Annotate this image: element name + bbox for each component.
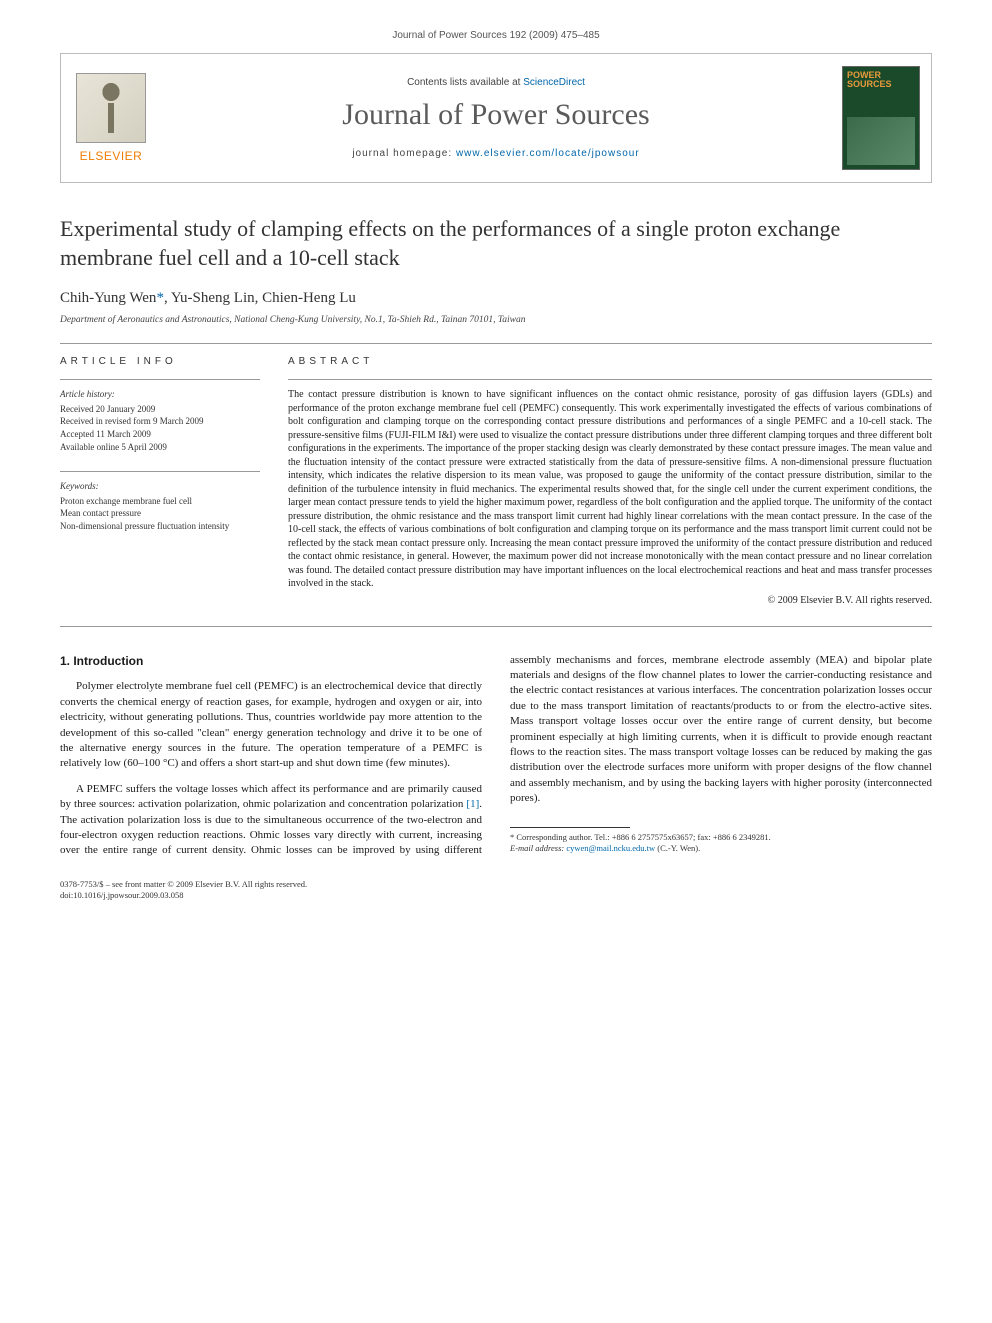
doi-line: doi:10.1016/j.jpowsour.2009.03.058 xyxy=(60,890,932,901)
body-paragraph: Polymer electrolyte membrane fuel cell (… xyxy=(60,679,482,771)
corresponding-footnote: * Corresponding author. Tel.: +886 6 275… xyxy=(510,832,932,843)
authors: Chih-Yung Wen*, Yu-Sheng Lin, Chien-Heng… xyxy=(60,290,932,307)
homepage-prefix: journal homepage: xyxy=(352,148,456,159)
history-accepted: Accepted 11 March 2009 xyxy=(60,428,260,441)
email-footnote: E-mail address: cywen@mail.ncku.edu.tw (… xyxy=(510,843,932,854)
abstract-text: The contact pressure distribution is kno… xyxy=(288,388,932,591)
abstract-col: ABSTRACT The contact pressure distributi… xyxy=(288,356,932,606)
abstract-label: ABSTRACT xyxy=(288,356,932,367)
journal-name: Journal of Power Sources xyxy=(342,98,649,132)
article-title: Experimental study of clamping effects o… xyxy=(60,215,932,272)
divider xyxy=(60,626,932,627)
sciencedirect-link[interactable]: ScienceDirect xyxy=(523,77,585,88)
section-heading-1: 1. Introduction xyxy=(60,653,482,670)
publisher-block: ELSEVIER xyxy=(61,54,161,182)
history-revised: Received in revised form 9 March 2009 xyxy=(60,415,260,428)
email-label: E-mail address: xyxy=(510,843,566,853)
footnote-separator xyxy=(510,827,630,828)
keyword: Proton exchange membrane fuel cell xyxy=(60,495,260,508)
email-who: (C.-Y. Wen). xyxy=(655,843,700,853)
keyword: Non-dimensional pressure fluctuation int… xyxy=(60,520,260,533)
front-matter-line: 0378-7753/$ – see front matter © 2009 El… xyxy=(60,879,932,890)
abstract-copyright: © 2009 Elsevier B.V. All rights reserved… xyxy=(288,595,932,606)
divider xyxy=(60,471,260,472)
divider xyxy=(60,379,260,380)
article-info-col: ARTICLE INFO Article history: Received 2… xyxy=(60,356,260,606)
author-rest: , Yu-Sheng Lin, Chien-Heng Lu xyxy=(164,290,356,306)
history-block: Article history: Received 20 January 200… xyxy=(60,388,260,453)
affiliation: Department of Aeronautics and Astronauti… xyxy=(60,315,932,325)
banner-center: Contents lists available at ScienceDirec… xyxy=(161,54,831,182)
cover-title: POWER SOURCES xyxy=(847,71,915,89)
keywords-block: Keywords: Proton exchange membrane fuel … xyxy=(60,480,260,532)
running-header: Journal of Power Sources 192 (2009) 475–… xyxy=(60,30,932,41)
body-columns: 1. Introduction Polymer electrolyte memb… xyxy=(60,653,932,859)
homepage-link[interactable]: www.elsevier.com/locate/jpowsour xyxy=(456,148,640,159)
divider xyxy=(288,379,932,380)
journal-banner: ELSEVIER Contents lists available at Sci… xyxy=(60,53,932,183)
footnote-block: * Corresponding author. Tel.: +886 6 275… xyxy=(510,827,932,854)
journal-cover-thumb: POWER SOURCES xyxy=(842,66,920,170)
publisher-name: ELSEVIER xyxy=(80,149,143,163)
email-link[interactable]: cywen@mail.ncku.edu.tw xyxy=(566,843,655,853)
contents-line: Contents lists available at ScienceDirec… xyxy=(407,77,585,88)
elsevier-tree-icon xyxy=(76,73,146,143)
bottom-matter: 0378-7753/$ – see front matter © 2009 El… xyxy=(60,879,932,901)
homepage-line: journal homepage: www.elsevier.com/locat… xyxy=(352,148,639,159)
keyword: Mean contact pressure xyxy=(60,507,260,520)
cover-block: POWER SOURCES xyxy=(831,54,931,182)
keywords-label: Keywords: xyxy=(60,480,260,493)
contents-prefix: Contents lists available at xyxy=(407,77,523,88)
corresponding-marker: * xyxy=(156,290,164,306)
info-row: ARTICLE INFO Article history: Received 2… xyxy=(60,356,932,606)
author-1: Chih-Yung Wen xyxy=(60,290,156,306)
cover-image-icon xyxy=(847,117,915,165)
history-received: Received 20 January 2009 xyxy=(60,403,260,416)
divider xyxy=(60,343,932,344)
history-label: Article history: xyxy=(60,388,260,401)
article-info-label: ARTICLE INFO xyxy=(60,356,260,367)
body-text: A PEMFC suffers the voltage losses which… xyxy=(60,783,482,810)
citation-link[interactable]: [1] xyxy=(466,798,479,810)
history-online: Available online 5 April 2009 xyxy=(60,441,260,454)
